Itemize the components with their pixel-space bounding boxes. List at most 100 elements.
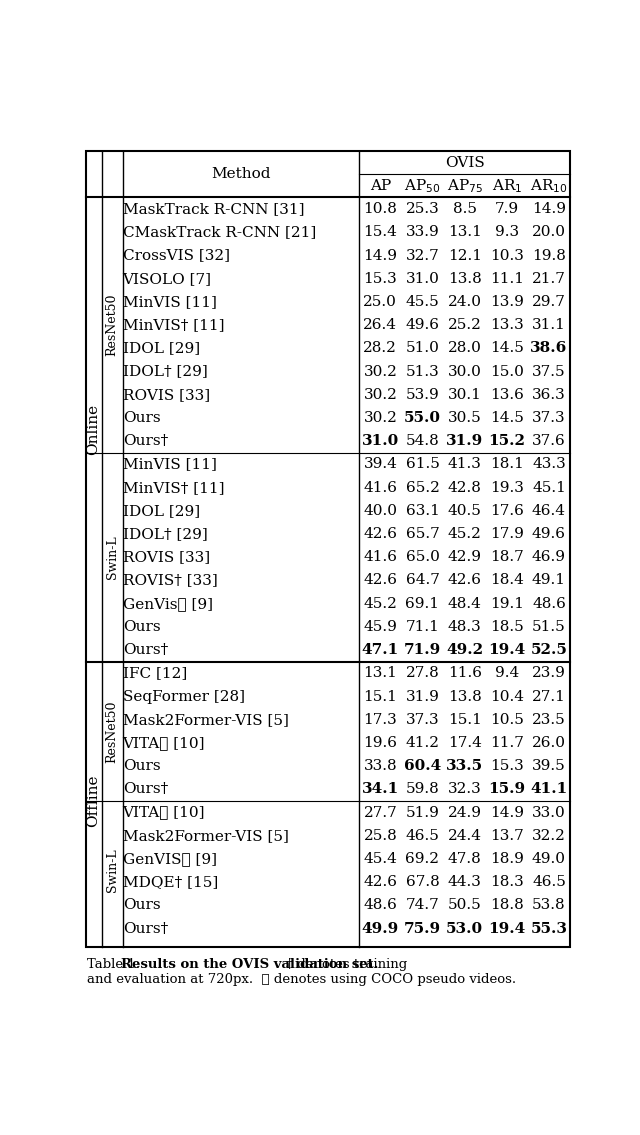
Text: 55.3: 55.3 xyxy=(531,922,568,935)
Text: 14.9: 14.9 xyxy=(364,249,397,262)
Text: Ours†: Ours† xyxy=(123,922,168,935)
Text: 50.5: 50.5 xyxy=(448,899,481,913)
Text: VITA⋆ [10]: VITA⋆ [10] xyxy=(123,735,205,750)
Text: 48.3: 48.3 xyxy=(448,620,481,634)
Text: 45.5: 45.5 xyxy=(406,295,440,309)
Text: AP: AP xyxy=(370,179,391,193)
Text: 17.4: 17.4 xyxy=(448,735,481,750)
Text: 41.6: 41.6 xyxy=(364,480,397,495)
Text: 33.8: 33.8 xyxy=(364,759,397,773)
Text: 42.8: 42.8 xyxy=(448,480,481,495)
Text: 27.1: 27.1 xyxy=(532,690,566,704)
Text: 67.8: 67.8 xyxy=(406,875,440,889)
Text: 25.2: 25.2 xyxy=(448,318,481,333)
Text: 46.5: 46.5 xyxy=(406,829,440,843)
Text: ROVIS† [33]: ROVIS† [33] xyxy=(123,573,218,588)
Text: 47.8: 47.8 xyxy=(448,852,481,866)
Text: 45.2: 45.2 xyxy=(448,527,481,541)
Text: 19.1: 19.1 xyxy=(490,597,524,611)
Text: 18.7: 18.7 xyxy=(490,550,524,564)
Text: IFC [12]: IFC [12] xyxy=(123,666,187,680)
Text: 14.9: 14.9 xyxy=(490,806,524,819)
Text: MinVIS† [11]: MinVIS† [11] xyxy=(123,480,224,495)
Text: 41.6: 41.6 xyxy=(364,550,397,564)
Text: 53.8: 53.8 xyxy=(532,899,566,913)
Text: 48.4: 48.4 xyxy=(448,597,481,611)
Text: AP$_{75}$: AP$_{75}$ xyxy=(447,177,483,195)
Text: 31.0: 31.0 xyxy=(362,435,399,448)
Text: 13.1: 13.1 xyxy=(364,666,397,680)
Text: 44.3: 44.3 xyxy=(448,875,481,889)
Text: 45.9: 45.9 xyxy=(364,620,397,634)
Text: 54.8: 54.8 xyxy=(406,435,440,448)
Text: 51.5: 51.5 xyxy=(532,620,566,634)
Text: 38.6: 38.6 xyxy=(531,342,568,355)
Text: 13.7: 13.7 xyxy=(490,829,524,843)
Text: 32.7: 32.7 xyxy=(406,249,440,262)
Text: 46.4: 46.4 xyxy=(532,504,566,518)
Text: AR$_{10}$: AR$_{10}$ xyxy=(530,177,568,195)
Text: 18.8: 18.8 xyxy=(490,899,524,913)
Text: 65.2: 65.2 xyxy=(406,480,440,495)
Text: 13.3: 13.3 xyxy=(490,318,524,333)
Text: 45.1: 45.1 xyxy=(532,480,566,495)
Text: Ours: Ours xyxy=(123,759,160,773)
Text: 49.9: 49.9 xyxy=(362,922,399,935)
Text: 75.9: 75.9 xyxy=(404,922,441,935)
Text: 42.6: 42.6 xyxy=(447,573,482,588)
Text: 10.4: 10.4 xyxy=(490,690,524,704)
Text: Method: Method xyxy=(211,167,271,182)
Text: IDOL† [29]: IDOL† [29] xyxy=(123,527,207,541)
Text: 13.8: 13.8 xyxy=(448,690,481,704)
Text: 13.6: 13.6 xyxy=(490,388,524,402)
Text: 45.4: 45.4 xyxy=(364,852,397,866)
Text: 13.1: 13.1 xyxy=(448,226,481,239)
Text: 47.1: 47.1 xyxy=(362,644,399,657)
Text: 18.3: 18.3 xyxy=(490,875,524,889)
Text: 9.3: 9.3 xyxy=(495,226,519,239)
Text: 27.7: 27.7 xyxy=(364,806,397,819)
Text: 27.8: 27.8 xyxy=(406,666,440,680)
Text: 14.9: 14.9 xyxy=(532,202,566,216)
Text: 17.9: 17.9 xyxy=(490,527,524,541)
Text: 17.3: 17.3 xyxy=(364,713,397,726)
Text: 42.6: 42.6 xyxy=(364,573,397,588)
Text: 10.3: 10.3 xyxy=(490,249,524,262)
Text: 30.2: 30.2 xyxy=(364,364,397,379)
Text: MaskTrack R-CNN [31]: MaskTrack R-CNN [31] xyxy=(123,202,304,216)
Text: Table 1.: Table 1. xyxy=(87,958,144,970)
Text: IDOL [29]: IDOL [29] xyxy=(123,504,200,518)
Text: Mask2Former-VIS [5]: Mask2Former-VIS [5] xyxy=(123,713,289,726)
Text: MinVIS [11]: MinVIS [11] xyxy=(123,295,216,309)
Text: 48.6: 48.6 xyxy=(364,899,397,913)
Text: 28.0: 28.0 xyxy=(448,342,481,355)
Text: 19.4: 19.4 xyxy=(488,922,525,935)
Text: 61.5: 61.5 xyxy=(406,457,440,471)
Text: 15.2: 15.2 xyxy=(488,435,525,448)
Text: 71.1: 71.1 xyxy=(406,620,440,634)
Text: 71.9: 71.9 xyxy=(404,644,441,657)
Text: 8.5: 8.5 xyxy=(452,202,477,216)
Text: IDOL† [29]: IDOL† [29] xyxy=(123,364,207,379)
Text: Ours†: Ours† xyxy=(123,782,168,797)
Text: IDOL [29]: IDOL [29] xyxy=(123,342,200,355)
Text: MinVIS† [11]: MinVIS† [11] xyxy=(123,318,224,333)
Text: 18.1: 18.1 xyxy=(490,457,524,471)
Text: GenVis⋆ [9]: GenVis⋆ [9] xyxy=(123,597,212,611)
Text: Ours†: Ours† xyxy=(123,644,168,657)
Text: Ours†: Ours† xyxy=(123,435,168,448)
Text: 20.0: 20.0 xyxy=(532,226,566,239)
Text: 37.3: 37.3 xyxy=(406,713,439,726)
Text: 69.2: 69.2 xyxy=(406,852,440,866)
Text: 39.4: 39.4 xyxy=(364,457,397,471)
Text: 74.7: 74.7 xyxy=(406,899,440,913)
Text: 14.5: 14.5 xyxy=(490,342,524,355)
Text: 28.2: 28.2 xyxy=(364,342,397,355)
Text: MDQE† [15]: MDQE† [15] xyxy=(123,875,218,889)
Text: ROVIS [33]: ROVIS [33] xyxy=(123,388,210,402)
Text: AR$_1$: AR$_1$ xyxy=(492,177,522,195)
Text: 31.1: 31.1 xyxy=(532,318,566,333)
Text: 51.9: 51.9 xyxy=(406,806,440,819)
Text: 30.1: 30.1 xyxy=(448,388,481,402)
Text: 10.5: 10.5 xyxy=(490,713,524,726)
